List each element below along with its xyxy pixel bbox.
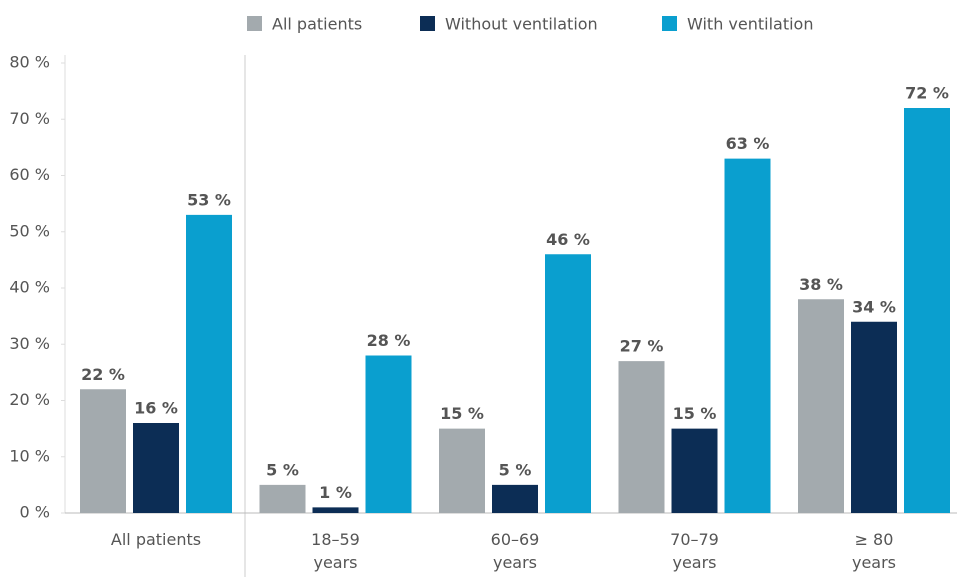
bar <box>492 484 538 513</box>
legend-swatch <box>420 16 435 31</box>
x-tick-label: 70–79 years <box>670 530 719 572</box>
legend-swatch <box>247 16 262 31</box>
data-label: 63 % <box>726 134 770 153</box>
data-label: 22 % <box>81 365 125 384</box>
bar <box>259 484 306 513</box>
bar <box>618 361 665 513</box>
bar <box>365 355 412 513</box>
data-label: 38 % <box>799 275 843 294</box>
bar <box>80 389 126 513</box>
y-tick-label: 70 % <box>9 109 50 128</box>
bar <box>851 321 897 513</box>
bar <box>671 428 718 513</box>
bar <box>133 423 179 513</box>
y-tick-label: 50 % <box>9 221 50 240</box>
legend-label: Without ventilation <box>445 15 598 34</box>
legend-label: With ventilation <box>687 15 813 34</box>
bar <box>904 108 950 513</box>
data-label: 5 % <box>499 460 532 479</box>
legend-swatch <box>662 16 677 31</box>
bar <box>186 214 232 513</box>
x-tick-label: 18–59 years <box>311 530 360 572</box>
data-label: 72 % <box>905 84 949 103</box>
bar <box>439 428 485 513</box>
data-label: 5 % <box>266 460 299 479</box>
data-label: 15 % <box>440 404 484 423</box>
data-label: 34 % <box>852 297 896 316</box>
bar <box>798 299 844 513</box>
data-label: 28 % <box>367 331 411 350</box>
bar <box>545 254 591 513</box>
bar <box>312 507 359 513</box>
data-label: 15 % <box>673 404 717 423</box>
y-tick-label: 60 % <box>9 165 50 184</box>
bar <box>724 158 771 513</box>
legend-label: All patients <box>272 15 362 34</box>
y-tick-label: 10 % <box>9 446 50 465</box>
data-label: 16 % <box>134 399 178 418</box>
x-tick-label: ≥ 80 years <box>851 530 897 572</box>
x-tick-label: 60–69 years <box>490 530 540 572</box>
x-tick-label: All patients <box>110 530 202 549</box>
y-tick-label: 40 % <box>9 278 50 297</box>
data-label: 53 % <box>187 190 231 209</box>
y-tick-label: 80 % <box>9 53 50 72</box>
y-tick-label: 0 % <box>20 503 50 522</box>
data-label: 46 % <box>546 230 590 249</box>
y-tick-label: 30 % <box>9 334 50 353</box>
data-label: 27 % <box>620 337 664 356</box>
data-label: 1 % <box>319 483 352 502</box>
y-tick-label: 20 % <box>9 390 50 409</box>
